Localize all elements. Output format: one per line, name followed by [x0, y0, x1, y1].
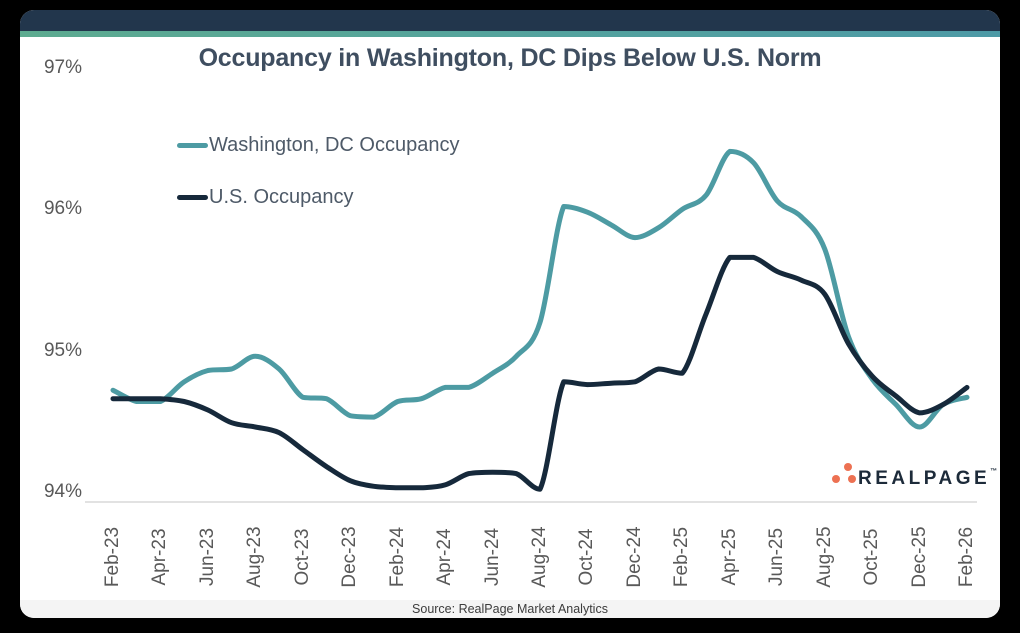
series-line-washington-dc — [110, 148, 970, 430]
source-text: Source: RealPage Market Analytics — [412, 602, 608, 616]
source-bar: Source: RealPage Market Analytics — [20, 600, 1000, 618]
y-tick-label: 94% — [43, 481, 82, 502]
logo-dot-left — [832, 475, 840, 483]
legend-label-us: U.S. Occupancy — [209, 185, 354, 208]
y-tick-label: 96% — [43, 198, 82, 220]
chart-canvas — [85, 148, 977, 503]
legend-label-washington-dc: Washington, DC Occupancy — [209, 133, 460, 156]
series-line-us — [110, 254, 970, 492]
legend-swatch-us — [177, 194, 208, 200]
logo-text: REALPAGE™ — [858, 468, 997, 490]
accent-strip — [20, 31, 1000, 37]
y-tick-label: 95% — [43, 339, 82, 361]
legend-item-us: U.S. Occupancy — [177, 186, 459, 208]
realpage-logo: REALPAGE™ — [825, 460, 997, 496]
header-bar — [20, 10, 1000, 31]
y-tick-label: 97% — [43, 57, 82, 78]
logo-dot-top — [844, 463, 852, 471]
chart-title: Occupancy in Washington, DC Dips Below U… — [198, 44, 822, 72]
legend-item-washington-dc: Washington, DC Occupancy — [177, 134, 459, 156]
chart-card: Occupancy in Washington, DC Dips Below U… — [20, 10, 1000, 618]
logo-wordmark: REALPAGE — [858, 468, 991, 489]
logo-trademark: ™ — [990, 468, 998, 475]
logo-dot-right — [848, 475, 856, 483]
legend: Washington, DC Occupancy U.S. Occupancy — [177, 134, 459, 238]
legend-swatch-washington-dc — [177, 142, 208, 148]
